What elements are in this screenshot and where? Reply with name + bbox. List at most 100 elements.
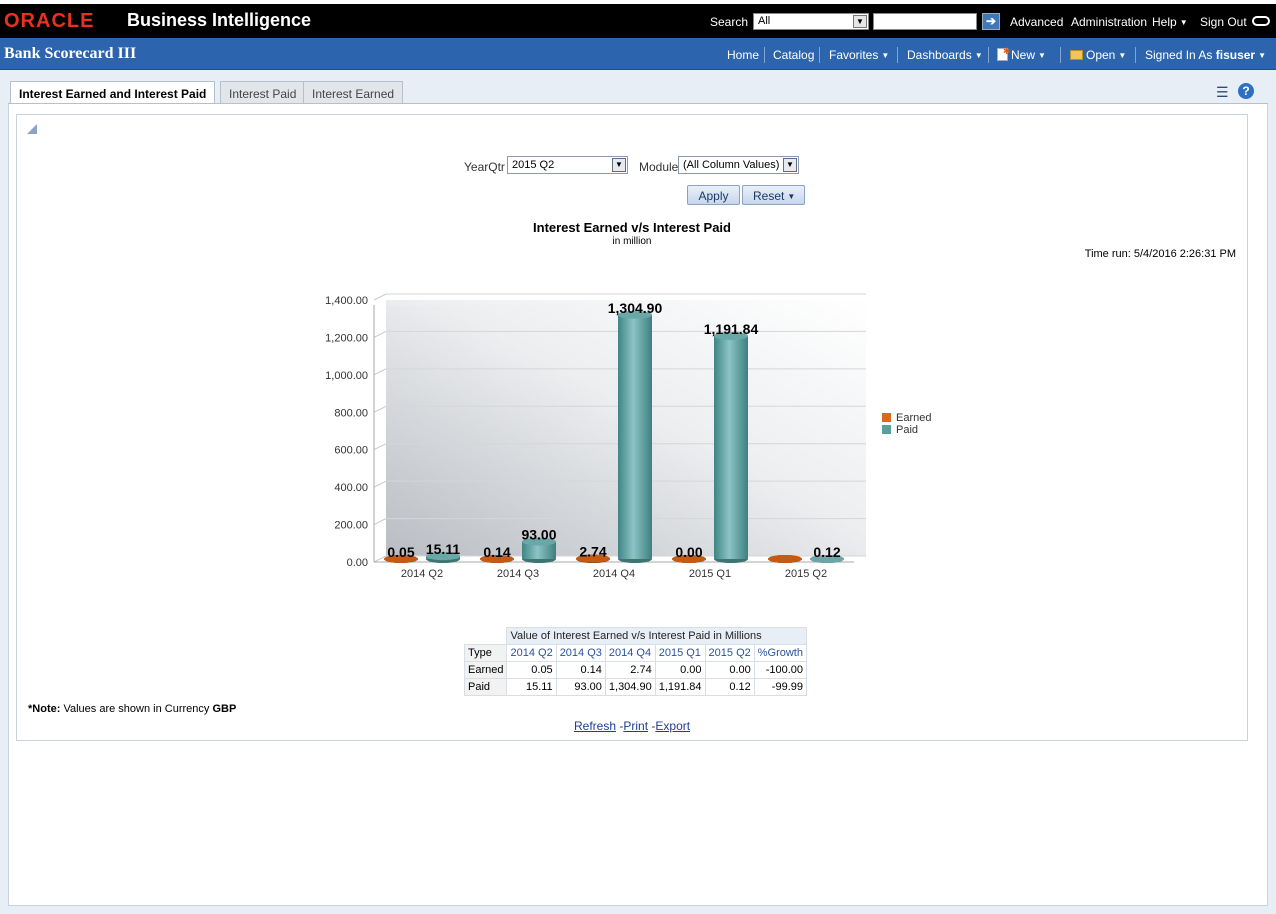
table-cell: 1,191.84	[654, 678, 706, 696]
chevron-down-icon: ▼	[974, 51, 983, 60]
gridline-diagonal	[373, 405, 387, 413]
apply-button[interactable]: Apply	[687, 185, 740, 205]
user-menu[interactable]: Signed In As fisuser ▼	[1145, 48, 1266, 62]
chevron-down-icon[interactable]: ▼	[612, 158, 626, 172]
arrow-right-icon: ➔	[985, 14, 997, 28]
data-label: 15.11	[426, 541, 460, 557]
help-icon[interactable]: ?	[1238, 83, 1254, 99]
table-cell: 15.11	[506, 678, 557, 696]
open-menu[interactable]: Open ▼	[1070, 48, 1126, 62]
column-header: Type	[463, 644, 508, 662]
paid-bar	[714, 335, 748, 559]
paid-bar	[618, 314, 652, 559]
sign-out-link[interactable]: Sign Out	[1200, 15, 1247, 29]
chevron-down-icon: ▼	[1258, 51, 1267, 60]
column-header: 2015 Q2	[704, 644, 755, 662]
paid-bar	[522, 541, 556, 559]
signed-in-label: Signed In As	[1145, 48, 1213, 62]
gridline-diagonal	[373, 518, 387, 526]
help-menu[interactable]: Help ▼	[1152, 15, 1188, 29]
favorites-label: Favorites	[829, 48, 879, 62]
y-tick-label: 1,000.00	[325, 370, 368, 382]
dashboard-header: Bank Scorecard III Home Catalog Favorite…	[0, 38, 1276, 70]
table-cell: 0.00	[704, 661, 755, 679]
favorites-menu[interactable]: Favorites ▼	[829, 48, 889, 62]
module-label: Module	[639, 160, 679, 174]
table-cell: 0.05	[506, 661, 557, 679]
table-cell: 2.74	[604, 661, 656, 679]
tab-interest-earned-and-paid[interactable]: Interest Earned and Interest Paid	[10, 81, 216, 105]
catalog-link[interactable]: Catalog	[773, 48, 815, 62]
y-tick-label: 600.00	[334, 445, 368, 457]
x-tick-label: 2014 Q3	[497, 568, 539, 580]
yearqtr-select[interactable]: 2015 Q2 ▼	[507, 156, 628, 174]
chevron-down-icon: ▼	[1038, 51, 1046, 60]
search-scope-select[interactable]: All ▼	[753, 13, 869, 30]
dashboards-menu[interactable]: Dashboards ▼	[907, 48, 983, 62]
nav-separator	[1135, 47, 1136, 63]
row-label: Paid	[463, 678, 508, 696]
reset-label: Reset	[753, 189, 785, 203]
paid-bar-top	[522, 537, 556, 546]
table-cell: -100.00	[753, 661, 808, 679]
refresh-link[interactable]: Refresh	[574, 719, 617, 733]
table-cell: 93.00	[555, 678, 606, 696]
data-table: Value of Interest Earned v/s Interest Pa…	[463, 627, 808, 696]
gridline-diagonal	[373, 480, 387, 488]
time-run: Time run: 5/4/2016 2:26:31 PM	[1084, 248, 1236, 260]
new-document-icon: ✱	[997, 46, 1011, 61]
earned-bar-top	[384, 554, 418, 563]
export-link[interactable]: Export	[655, 719, 691, 733]
reset-button[interactable]: Reset ▼	[742, 185, 805, 205]
chart-title: Interest Earned v/s Interest Paid	[533, 220, 731, 235]
x-tick-label: 2015 Q2	[785, 568, 827, 580]
legend-label: Paid	[896, 424, 918, 436]
earned-bar-top	[480, 554, 514, 563]
home-link[interactable]: Home	[727, 48, 760, 62]
search-input[interactable]	[873, 13, 977, 30]
column-header: 2014 Q3	[555, 644, 606, 662]
data-label: 0.14	[483, 544, 510, 560]
yearqtr-label: YearQtr	[464, 160, 505, 174]
x-tick-label: 2015 Q1	[689, 568, 731, 580]
new-menu[interactable]: ✱ New ▼	[997, 46, 1046, 62]
administration-link[interactable]: Administration	[1071, 15, 1148, 29]
search-go-button[interactable]: ➔	[982, 13, 1000, 30]
paid-bar-top	[618, 310, 652, 319]
print-link[interactable]: Print	[623, 719, 649, 733]
y-tick-label: 800.00	[334, 407, 368, 419]
collapse-section-icon[interactable]	[27, 124, 37, 134]
advanced-link[interactable]: Advanced	[1010, 15, 1064, 29]
data-label: 1,304.90	[608, 300, 663, 316]
chevron-down-icon: ▼	[1118, 51, 1127, 60]
folder-icon	[1070, 50, 1083, 60]
interest-chart: 0.00 200.00 400.00 600.00 800.00 1,000.00 1,20…	[325, 293, 931, 580]
table-row: Earned 0.05 0.14 2.74 0.00 0.00 -100.00	[463, 661, 808, 679]
tab-interest-earned[interactable]: Interest Earned	[303, 81, 404, 104]
y-tick-label: 200.00	[334, 520, 368, 532]
chevron-down-icon[interactable]: ▼	[783, 158, 797, 172]
note-text: Values are shown in Currency	[63, 703, 210, 715]
earned-bar-top	[576, 554, 610, 563]
page-options-icon[interactable]: ☰	[1216, 84, 1229, 100]
y-tick-label: 400.00	[334, 482, 368, 494]
sign-out-icon[interactable]	[1252, 16, 1270, 26]
module-select[interactable]: (All Column Values) ▼	[678, 156, 799, 174]
data-label: 0.12	[813, 544, 840, 560]
tab-underline	[8, 103, 1268, 104]
open-label: Open	[1086, 48, 1116, 62]
report-links: Refresh -Print -Export	[574, 719, 691, 733]
y-tick-label: 1,200.00	[325, 332, 368, 344]
search-label: Search	[710, 15, 749, 29]
earned-bar-top	[768, 555, 802, 563]
gridline-diagonal	[373, 443, 387, 451]
data-label: 93.00	[521, 527, 556, 543]
y-tick-label: 0.00	[347, 557, 368, 569]
tab-interest-paid[interactable]: Interest Paid	[220, 81, 306, 104]
oracle-logo: ORACLE	[4, 10, 95, 32]
chevron-down-icon[interactable]: ▼	[853, 15, 867, 28]
table-cell: 0.00	[654, 661, 706, 679]
nav-separator	[1060, 47, 1061, 63]
legend-swatch	[882, 413, 891, 422]
table-corner	[465, 628, 507, 645]
